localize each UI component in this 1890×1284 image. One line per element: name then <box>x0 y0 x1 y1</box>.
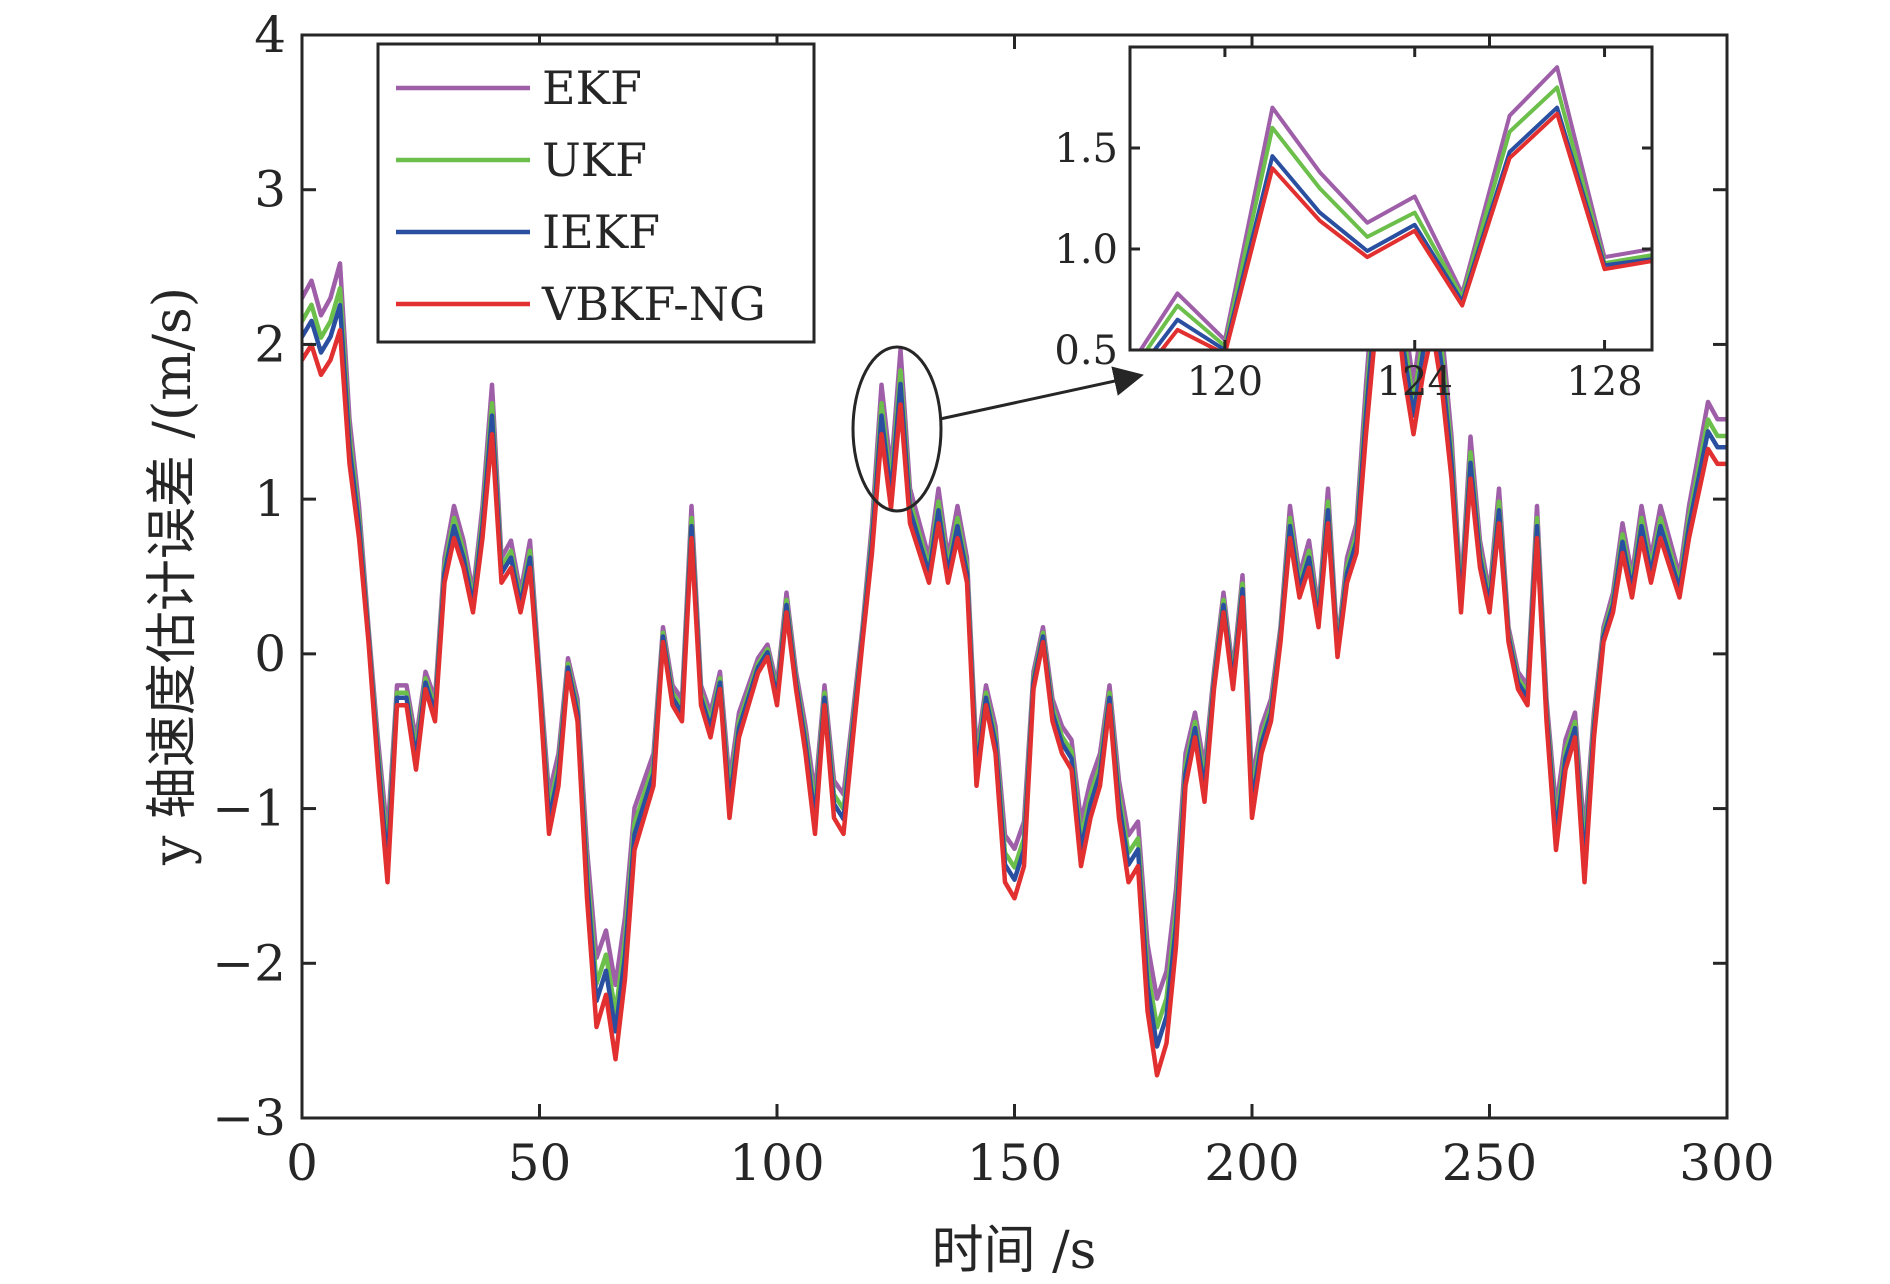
x-axis-label: 时间 /s <box>932 1221 1097 1281</box>
inset-line-ekf <box>1138 65 1652 350</box>
legend-box <box>376 42 816 344</box>
x-tick-label: 300 <box>1679 1134 1774 1192</box>
inset-y-tick-label: 1.0 <box>1054 227 1118 273</box>
y-tick-label: 1 <box>254 470 286 528</box>
y-tick-label: −3 <box>212 1089 286 1147</box>
legend-label-ekf: EKF <box>542 61 642 115</box>
inset-plot: 120 124 128 0.5 1.0 1.5 <box>1054 45 1654 405</box>
main-plot-lines <box>302 191 1727 1078</box>
zoom-region-ellipse <box>851 345 943 513</box>
legend-label-vbkf-ng: VBKF-NG <box>541 277 766 331</box>
inset-background <box>1130 47 1652 350</box>
x-tick-label: 150 <box>967 1134 1062 1192</box>
inset-x-tick-label: 124 <box>1377 359 1453 405</box>
x-tick-label: 0 <box>286 1134 318 1192</box>
inset-x-tick-label: 128 <box>1566 359 1642 405</box>
inset-y-tick-label: 1.5 <box>1054 126 1118 172</box>
x-tick-label: 50 <box>508 1134 572 1192</box>
inset-y-tick-label: 0.5 <box>1054 328 1118 374</box>
inset-x-tick-label: 120 <box>1187 359 1263 405</box>
x-tick-label: 100 <box>729 1134 824 1192</box>
inset-frame <box>1128 45 1654 352</box>
y-tick-label: 3 <box>254 161 286 219</box>
legend-label-iekf: IEKF <box>542 205 660 259</box>
legend: EKF UKF IEKF VBKF-NG <box>376 42 816 344</box>
zoom-arrow <box>939 366 1144 421</box>
y-axis-label: y 轴速度估计误差 /(m/s) <box>143 287 203 866</box>
series-line-vbkf-ng <box>302 268 1727 1078</box>
y-tick-label: 4 <box>254 6 286 64</box>
main-axis-ticks: 0 50 100 150 200 250 300 −3 −2 −1 0 1 2 3 4 <box>212 6 1774 1192</box>
inset-axis-ticks: 120 124 128 0.5 1.0 1.5 <box>1054 47 1652 405</box>
y-tick-label: −2 <box>212 934 286 992</box>
inset-line-ukf <box>1144 85 1652 350</box>
y-tick-label: 0 <box>254 625 286 683</box>
x-tick-label: 250 <box>1442 1134 1537 1192</box>
x-tick-label: 200 <box>1204 1134 1299 1192</box>
legend-label-ukf: UKF <box>542 133 647 187</box>
y-tick-label: 2 <box>254 315 286 373</box>
y-tick-label: −1 <box>212 780 286 838</box>
